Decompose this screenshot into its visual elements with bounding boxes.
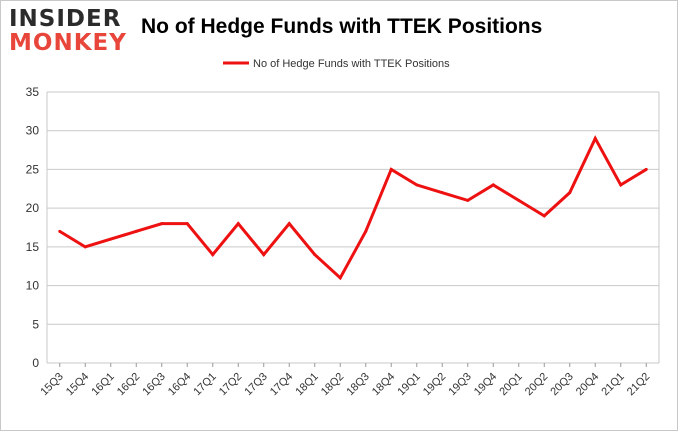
data-point — [542, 214, 546, 218]
x-tick-label: 16Q2 — [115, 371, 143, 399]
data-point — [491, 183, 495, 187]
series-line — [58, 135, 648, 281]
data-point — [262, 253, 266, 257]
series-group — [58, 135, 648, 281]
legend-label: No of Hedge Funds with TTEK Positions — [253, 58, 450, 70]
data-point — [160, 222, 164, 226]
x-tick-label: 21Q2 — [625, 371, 653, 399]
data-point — [83, 245, 87, 249]
x-tick-label: 19Q3 — [446, 371, 474, 399]
y-tick-label: 20 — [26, 201, 40, 215]
insider-monkey-logo: INSIDER MONKEY — [9, 7, 127, 57]
x-tick-label: 16Q1 — [89, 371, 117, 399]
data-point — [236, 222, 240, 226]
x-axis-ticks: 15Q315Q416Q116Q216Q316Q417Q117Q217Q317Q4… — [38, 363, 652, 398]
y-tick-label: 30 — [26, 124, 40, 138]
data-point — [517, 198, 521, 202]
x-tick-label: 17Q3 — [242, 371, 270, 399]
data-point — [211, 253, 215, 257]
x-tick-label: 20Q3 — [548, 371, 576, 399]
x-tick-label: 20Q2 — [523, 371, 551, 399]
data-point — [185, 222, 189, 226]
data-point — [364, 229, 368, 233]
x-tick-label: 18Q4 — [370, 371, 398, 399]
data-point — [568, 191, 572, 195]
x-tick-label: 16Q3 — [140, 371, 168, 399]
data-point — [415, 183, 419, 187]
y-tick-label: 0 — [32, 356, 39, 370]
data-point — [466, 198, 470, 202]
data-point — [313, 253, 317, 257]
x-tick-label: 20Q4 — [574, 371, 602, 399]
gridlines — [46, 91, 660, 364]
x-tick-label: 16Q4 — [166, 371, 194, 399]
data-point — [389, 167, 393, 171]
x-tick-label: 17Q4 — [268, 371, 296, 399]
data-point — [644, 167, 648, 171]
x-tick-label: 15Q3 — [38, 371, 66, 399]
data-point — [619, 183, 623, 187]
data-point — [338, 276, 342, 280]
x-tick-label: 18Q1 — [293, 371, 321, 399]
chart-title: No of Hedge Funds with TTEK Positions — [141, 15, 543, 38]
legend: No of Hedge Funds with TTEK Positions — [223, 58, 450, 70]
x-tick-label: 17Q2 — [217, 371, 245, 399]
x-tick-label: 15Q4 — [64, 371, 92, 399]
data-point — [109, 237, 113, 241]
logo-line-2: MONKEY — [9, 30, 127, 56]
y-tick-label: 25 — [26, 162, 40, 176]
x-tick-label: 19Q4 — [472, 371, 500, 399]
data-point — [58, 229, 62, 233]
data-point — [440, 191, 444, 195]
x-tick-label: 20Q1 — [497, 371, 525, 399]
y-tick-label: 5 — [32, 317, 39, 331]
logo-line-1: INSIDER — [9, 6, 122, 32]
x-tick-label: 19Q1 — [395, 371, 423, 399]
data-point — [134, 229, 138, 233]
y-tick-label: 15 — [26, 240, 40, 254]
y-tick-label: 35 — [26, 85, 40, 99]
x-tick-label: 17Q1 — [191, 371, 219, 399]
x-tick-label: 18Q3 — [344, 371, 372, 399]
data-point — [287, 222, 291, 226]
y-axis-ticks: 0 5 10 15 20 25 30 35 — [26, 85, 40, 370]
data-point — [593, 136, 597, 140]
x-tick-label: 19Q2 — [421, 371, 449, 399]
y-tick-label: 10 — [26, 279, 40, 293]
x-tick-label: 21Q1 — [599, 371, 627, 399]
x-tick-label: 18Q2 — [319, 371, 347, 399]
